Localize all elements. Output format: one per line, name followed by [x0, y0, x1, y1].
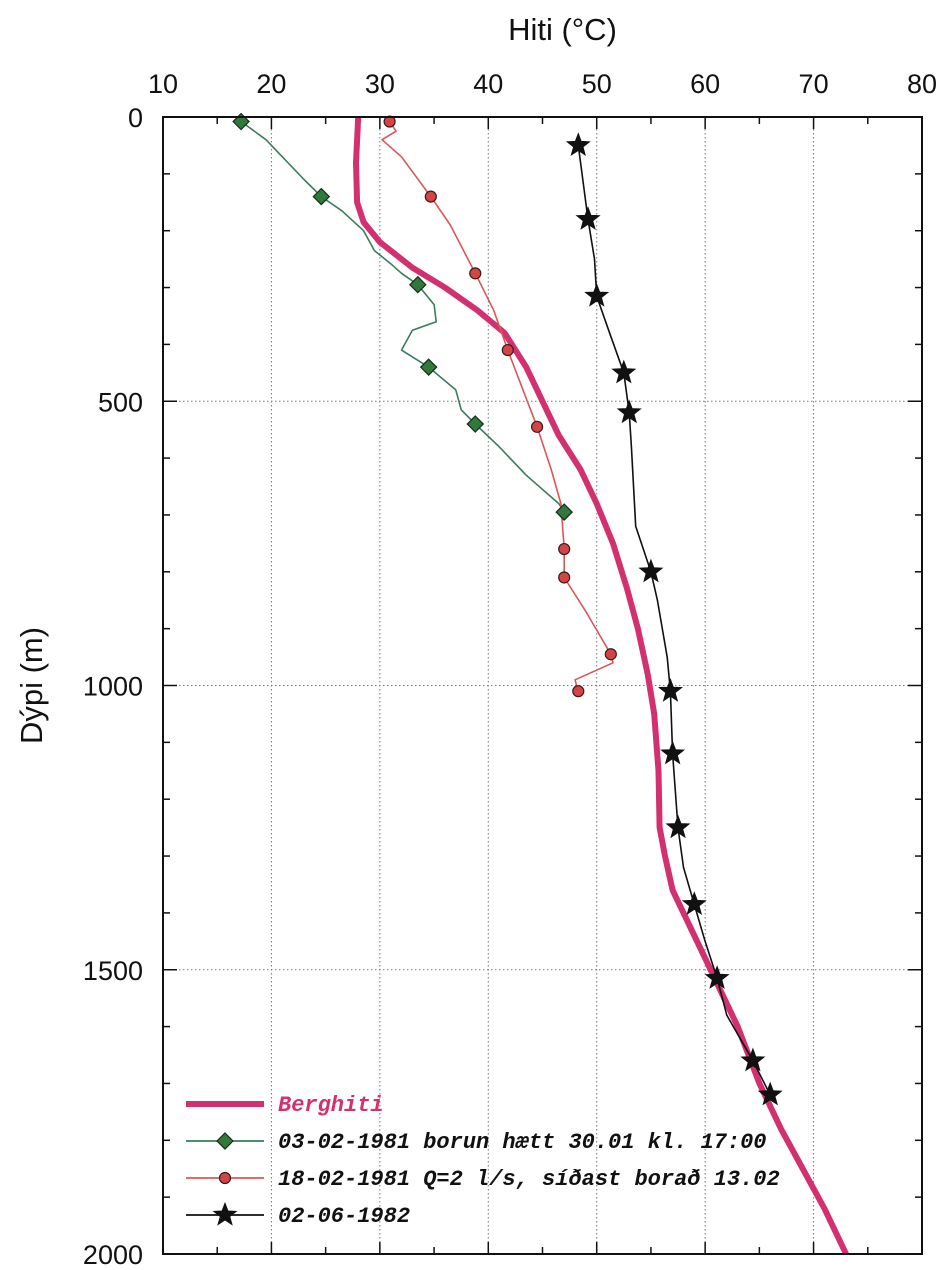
x-tick-label: 40 [473, 69, 503, 99]
legend-marker-star [212, 1201, 238, 1226]
marker-circle [424, 190, 437, 203]
series-line-1 [240, 120, 565, 513]
marker-star [740, 1047, 766, 1072]
y-tick-label: 500 [98, 387, 143, 417]
marker-star [681, 891, 707, 916]
marker-diamond [232, 112, 250, 131]
marker-star [704, 965, 730, 989]
marker-star [616, 399, 642, 424]
marker-star [665, 814, 691, 839]
legend-label: Berghiti [278, 1093, 384, 1118]
axis-tick-labels: 10 20 30 40 50 60 70 80 0 500 1000 1500 2000 [83, 69, 937, 1270]
marker-star [757, 1081, 783, 1106]
marker-circle [469, 267, 482, 280]
x-tick-label: 20 [256, 69, 286, 99]
marker-diamond [419, 358, 438, 376]
marker-circle [530, 420, 544, 433]
marker-star [660, 740, 686, 765]
y-tick-label: 1000 [83, 672, 143, 702]
marker-star [611, 359, 637, 384]
x-tick-label: 30 [365, 69, 395, 99]
series-markers [232, 112, 783, 1106]
marker-circle [604, 648, 617, 661]
series-line-2 [381, 121, 614, 692]
series-line-0 [353, 116, 849, 1256]
y-tick-label: 1500 [83, 956, 143, 986]
grid-lines [163, 117, 922, 1254]
x-tick-label: 70 [799, 69, 829, 99]
legend-label: 18-02-1981 Q=2 l/s, síðast borað 13.02 [278, 1167, 780, 1192]
legend: Berghiti 03-02-1981 borun hætt 30.01 kl. … [186, 1093, 780, 1229]
x-axis-title: Hiti (°C) [508, 12, 617, 47]
legend-label: 02-06-1982 [278, 1204, 410, 1229]
series-line-3 [577, 145, 771, 1096]
marker-circle [572, 685, 585, 698]
marker-circle [501, 343, 514, 357]
marker-diamond [466, 415, 485, 433]
legend-marker-circle [218, 1171, 232, 1185]
y-tick-label: 0 [128, 103, 143, 133]
x-tick-label: 50 [582, 69, 612, 99]
x-tick-label: 60 [690, 69, 720, 99]
legend-label: 03-02-1981 borun hætt 30.01 kl. 17:00 [278, 1130, 766, 1155]
marker-diamond [312, 187, 331, 206]
axis-ticks [162, 116, 923, 1255]
y-axis-title: Dýpi (m) [14, 627, 49, 744]
marker-star [565, 132, 591, 157]
marker-star [638, 558, 664, 583]
legend-marker-diamond [216, 1132, 234, 1150]
marker-star [575, 206, 601, 230]
y-tick-label: 2000 [83, 1240, 143, 1270]
marker-diamond [555, 503, 574, 521]
x-tick-label: 10 [148, 69, 178, 99]
marker-circle [558, 571, 571, 584]
series-lines [240, 116, 849, 1256]
marker-star [657, 678, 684, 702]
marker-star [584, 282, 610, 307]
marker-circle [558, 542, 571, 556]
marker-diamond [408, 275, 427, 294]
x-tick-label: 80 [907, 69, 937, 99]
